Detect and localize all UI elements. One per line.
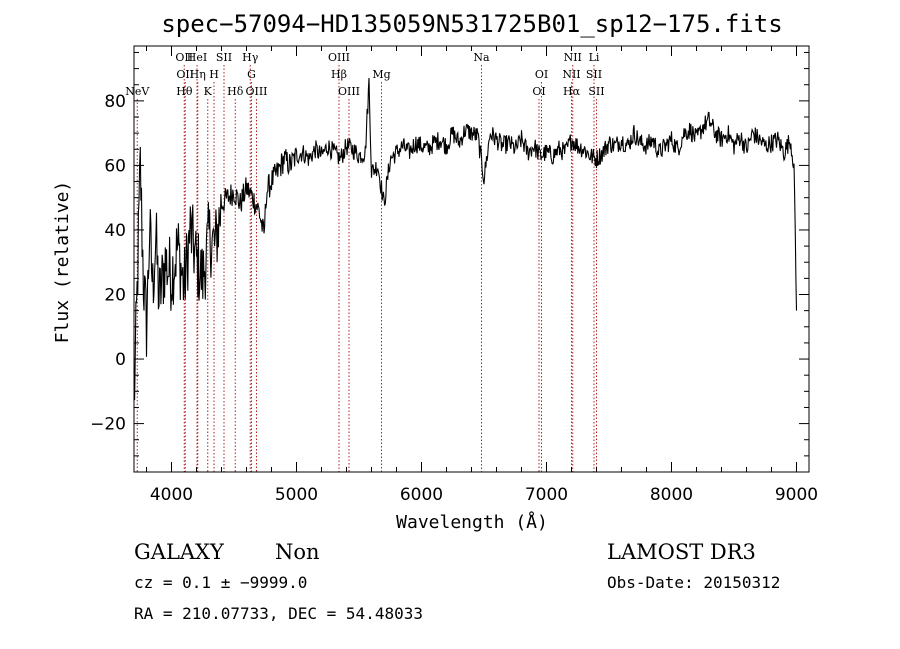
line-marker-label: Na <box>473 51 490 64</box>
line-marker-label: OIII <box>328 51 350 64</box>
x-tick-label: 8000 <box>650 485 693 505</box>
line-marker-label: OII <box>176 68 194 81</box>
subclass-label: Non <box>275 540 320 564</box>
line-marker-label: K <box>204 85 213 98</box>
line-marker-label: NeV <box>125 85 150 98</box>
line-marker-label: Hδ <box>227 85 244 98</box>
x-axis-label: Wavelength (Å) <box>396 511 548 533</box>
x-tick-label: 7000 <box>525 485 568 505</box>
line-marker-label: SII <box>586 68 602 81</box>
x-tick-label: 5000 <box>275 485 318 505</box>
y-tick-label: 20 <box>104 286 126 306</box>
line-marker-label: Hγ <box>242 51 259 64</box>
line-marker-label: Hη <box>190 68 206 81</box>
survey-label: LAMOST DR3 <box>607 540 756 564</box>
obs-date: Obs-Date: 20150312 <box>607 573 780 592</box>
y-tick-label: 0 <box>115 350 126 370</box>
y-tick-label: 80 <box>104 92 126 112</box>
line-marker-label: OIII <box>245 85 267 98</box>
x-tick-label: 9000 <box>775 485 818 505</box>
line-marker-label: SII <box>216 51 232 64</box>
cz-readout: cz = 0.1 ± −9999.0 <box>134 573 307 592</box>
line-marker-label: Hα <box>563 85 581 98</box>
x-tick-label: 4000 <box>150 485 193 505</box>
line-marker-label: HeI <box>187 51 207 64</box>
line-marker-label: Hβ <box>331 68 347 81</box>
class-label: GALAXY <box>134 540 225 564</box>
line-marker-label: OI <box>532 85 545 98</box>
spectrum-line <box>133 77 798 401</box>
y-tick-label: 40 <box>104 221 126 241</box>
line-marker-label: Mg <box>372 68 390 81</box>
line-marker-layer: NeV OII OII Hθ HeI Hη KH SII Hδ Hγ G OIII OIII Hβ OIII… <box>125 51 605 472</box>
x-tick-label: 6000 <box>400 485 443 505</box>
line-marker-label: G <box>247 68 256 81</box>
line-marker-label: SII <box>588 85 604 98</box>
line-marker-label: H <box>209 68 219 81</box>
line-marker-label: NII <box>564 51 582 64</box>
line-marker-label: NII <box>562 68 580 81</box>
line-marker-label: OI <box>535 68 548 81</box>
coords-readout: RA = 210.07733, DEC = 54.48033 <box>134 604 423 623</box>
line-marker-label: Hθ <box>176 85 193 98</box>
chart-title: spec−57094−HD135059N531725B01_sp12−175.f… <box>161 10 782 38</box>
line-marker-label: OIII <box>338 85 360 98</box>
line-marker-label: Li <box>589 51 600 64</box>
y-tick-label: 60 <box>104 156 126 176</box>
y-axis-label: Flux (relative) <box>52 181 73 344</box>
y-tick-label: −20 <box>90 415 126 435</box>
line-marker-label: OII <box>175 51 193 64</box>
